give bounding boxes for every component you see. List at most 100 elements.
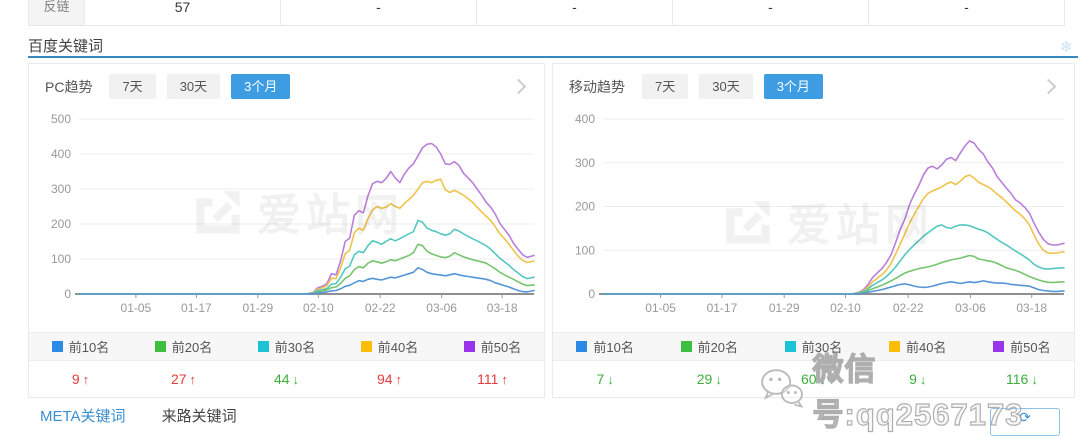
legend-swatch: [51, 341, 63, 352]
y-axis-label: 0: [64, 287, 71, 301]
series-前10名: [602, 280, 1065, 295]
change-top40: 9 ↓: [909, 371, 927, 387]
pc-line-chart: 0 100 200 300 400 500 01-05 01-17 01-29 02-10 02-2…: [51, 112, 535, 315]
y-axis-label: 100: [51, 252, 71, 266]
x-axis-label: 03-06: [426, 301, 457, 315]
legend-top10: 前10名: [29, 337, 132, 356]
x-axis-label: 03-06: [955, 301, 986, 315]
series-前50名: [78, 142, 535, 295]
change-top20: 29 ↓: [696, 371, 722, 387]
change-top50: 116 ↓: [1006, 371, 1038, 387]
tab-3months[interactable]: 3个月: [231, 73, 291, 100]
arrow-icon: ↑: [395, 372, 403, 387]
section-title: 百度关键词: [28, 38, 104, 55]
pc-panel-header: PC趋势 7天 30天 3个月: [29, 64, 544, 109]
backlink-value-cell: 57: [85, 0, 281, 25]
legend-top40: 前40名: [866, 337, 970, 356]
y-axis-label: 400: [575, 112, 595, 126]
backlink-value-cell: -: [477, 0, 673, 25]
legend-top30: 前30名: [235, 337, 338, 356]
legend-swatch: [154, 341, 166, 352]
arrow-icon: ↑: [82, 372, 90, 387]
legend-top50: 前50名: [970, 337, 1074, 356]
series-前50名: [602, 140, 1065, 295]
chevron-right-icon[interactable]: [510, 78, 527, 95]
legend-swatch: [784, 341, 796, 352]
change-top10: 9 ↑: [71, 371, 90, 387]
legend-swatch: [463, 341, 475, 352]
refresh-icon: ⟳: [1019, 409, 1031, 425]
legend-swatch: [993, 341, 1005, 352]
refresh-button[interactable]: ⟳: [990, 408, 1060, 436]
series-前40名: [602, 174, 1065, 295]
arrow-icon: ↓: [292, 372, 300, 387]
x-axis-label: 03-18: [487, 301, 518, 315]
legend-top20: 前20名: [132, 337, 235, 356]
section-underline: [28, 56, 1078, 58]
legend-swatch: [576, 341, 588, 352]
change-top10: 7 ↓: [596, 371, 614, 387]
y-axis-label: 0: [588, 287, 595, 301]
y-axis-label: 200: [51, 217, 71, 231]
x-axis-label: 01-17: [181, 301, 212, 315]
tab-source-keywords[interactable]: 来路关键词: [161, 408, 237, 425]
x-axis-label: 02-22: [893, 301, 924, 315]
legend-swatch: [888, 341, 900, 352]
backlink-label-cell: 反链: [28, 0, 85, 25]
y-axis-label: 200: [575, 200, 595, 214]
x-axis-label: 01-05: [121, 301, 152, 315]
arrow-icon: ↓: [607, 372, 614, 387]
legend-swatch: [680, 341, 692, 352]
tab-7days[interactable]: 7天: [109, 73, 156, 100]
change-top40: 94 ↑: [376, 371, 403, 387]
x-axis-label: 03-18: [1016, 301, 1047, 315]
y-axis-label: 300: [51, 182, 71, 196]
x-axis-label: 01-29: [242, 301, 273, 315]
legend-swatch: [360, 341, 372, 352]
mobile-changes: 7 ↓ 29 ↓ 60 ↓ 9 ↓ 116 ↓: [553, 361, 1074, 397]
arrow-icon: ↓: [1031, 372, 1038, 387]
x-axis-label: 02-22: [365, 301, 396, 315]
chevron-right-icon[interactable]: [1040, 78, 1057, 95]
y-axis-label: 400: [51, 147, 71, 161]
footer-tabs: META关键词 来路关键词: [40, 405, 237, 426]
change-top20: 27 ↑: [170, 371, 197, 387]
series-前20名: [602, 254, 1065, 295]
change-top30: 44 ↓: [273, 371, 300, 387]
series-前10名: [78, 267, 535, 295]
y-axis-label: 300: [575, 156, 595, 170]
series-前40名: [78, 178, 535, 295]
backlink-value-cell: -: [673, 0, 869, 25]
panel-title: 移动趋势: [569, 78, 625, 95]
x-axis-label: 01-29: [769, 301, 800, 315]
tab-meta-keywords[interactable]: META关键词: [40, 408, 126, 425]
y-axis-label: 500: [51, 112, 71, 126]
arrow-icon: ↑: [189, 372, 197, 387]
tab-30days[interactable]: 30天: [166, 73, 221, 100]
x-axis-label: 01-17: [707, 301, 738, 315]
tab-3months[interactable]: 3个月: [763, 73, 823, 100]
backlink-value-cell: -: [869, 0, 1065, 25]
mobile-line-chart: 0 100 200 300 400 01-05 01-17 01-29 02-10 02-22 03…: [575, 112, 1065, 315]
change-top30: 60 ↓: [800, 371, 827, 387]
mobile-trend-panel: 移动趋势 7天 30天 3个月 0 100 200 300 400 01-05 01-17 0…: [552, 63, 1075, 398]
legend-top30: 前30名: [761, 337, 865, 356]
x-axis-label: 01-05: [645, 301, 676, 315]
snowflake-icon: ❄: [1060, 39, 1073, 56]
series-前30名: [602, 224, 1065, 295]
change-top50: 111 ↑: [477, 371, 508, 387]
pc-trend-panel: PC趋势 7天 30天 3个月 0 100 200 300 400 500 01-05 01-…: [28, 63, 545, 398]
pc-changes: 9 ↑ 27 ↑ 44 ↓ 94 ↑ 111 ↑: [29, 361, 544, 397]
arrow-icon: ↓: [819, 372, 827, 387]
arrow-icon: ↑: [501, 372, 508, 387]
tab-7days[interactable]: 7天: [642, 73, 689, 100]
arrow-icon: ↓: [715, 372, 722, 387]
series-前30名: [78, 219, 535, 295]
tab-30days[interactable]: 30天: [699, 73, 753, 100]
series-前20名: [78, 243, 535, 295]
x-axis-label: 02-10: [830, 301, 861, 315]
legend-top10: 前10名: [553, 337, 657, 356]
legend-top20: 前20名: [657, 337, 761, 356]
arrow-icon: ↓: [919, 372, 927, 387]
legend-top50: 前50名: [441, 337, 544, 356]
